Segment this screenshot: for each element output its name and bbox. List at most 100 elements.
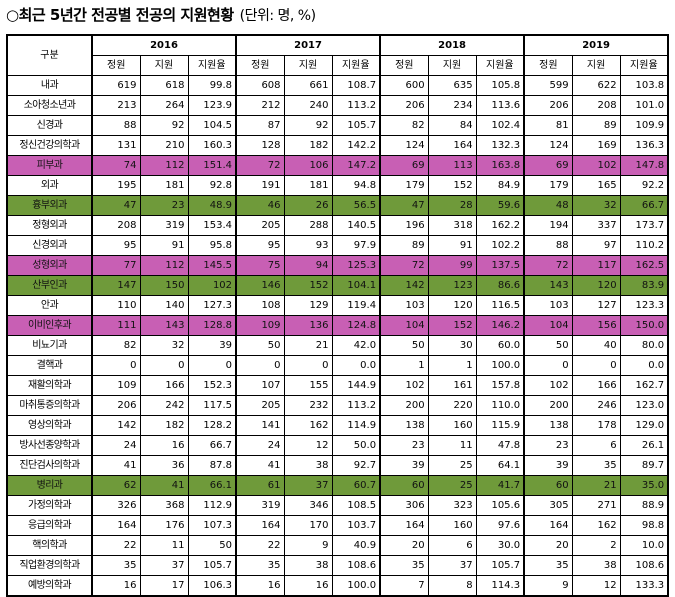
value-cell: 155 (283, 375, 333, 396)
value-cell: 97.9 (331, 235, 381, 256)
value-cell: 74 (91, 155, 141, 176)
value-cell: 102 (187, 275, 237, 296)
table-row: 진단검사의학과 41 36 87.8 41 38 92.7 39 25 64.1 39 35 89.7 (6, 455, 669, 476)
value-cell: 1 (427, 355, 477, 376)
value-cell: 288 (283, 215, 333, 236)
value-cell: 105.6 (475, 495, 525, 516)
value-cell: 337 (571, 215, 621, 236)
value-cell: 182 (139, 415, 189, 436)
value-cell: 0.0 (331, 355, 381, 376)
value-cell: 104.1 (331, 275, 381, 296)
department-name: 영상의학과 (6, 415, 93, 436)
value-cell: 23 (379, 435, 429, 456)
value-cell: 11 (139, 535, 189, 556)
value-cell: 48 (523, 195, 573, 216)
value-cell: 116.5 (475, 295, 525, 316)
value-cell: 103.8 (619, 75, 669, 96)
value-cell: 2 (571, 535, 621, 556)
value-cell: 108 (235, 295, 285, 316)
value-cell: 140.5 (331, 215, 381, 236)
value-cell: 234 (427, 95, 477, 116)
value-cell: 151.4 (187, 155, 237, 176)
value-cell: 110.0 (475, 395, 525, 416)
value-cell: 162 (571, 515, 621, 536)
value-cell: 7 (379, 575, 429, 597)
value-cell: 142 (379, 275, 429, 296)
table-row: 성형외과 77 112 145.5 75 94 125.3 72 99 137.5 72 117 162… (6, 255, 669, 276)
value-cell: 89 (379, 235, 429, 256)
value-cell: 661 (283, 75, 333, 96)
value-cell: 240 (283, 95, 333, 116)
value-cell: 103 (523, 295, 573, 316)
value-cell: 0 (187, 355, 237, 376)
value-cell: 61 (235, 475, 285, 496)
value-cell: 318 (427, 215, 477, 236)
value-cell: 41 (235, 455, 285, 476)
value-cell: 92.2 (619, 175, 669, 196)
value-cell: 106.3 (187, 575, 237, 597)
table-row: 정형외과 208 319 153.4 205 288 140.5 196 318 162.2 194… (6, 215, 669, 236)
department-name: 산부인과 (6, 275, 93, 296)
table-row: 피부과 74 112 151.4 72 106 147.2 69 113 163.8 69 102 14… (6, 155, 669, 176)
value-cell: 47.8 (475, 435, 525, 456)
value-cell: 123.3 (619, 295, 669, 316)
table-row: 신경과 88 92 104.5 87 92 105.7 82 84 102.4 81 89 109.9 (6, 115, 669, 136)
value-cell: 136 (283, 315, 333, 336)
value-cell: 124.8 (331, 315, 381, 336)
value-cell: 0 (139, 355, 189, 376)
value-cell: 104 (379, 315, 429, 336)
value-cell: 108.5 (331, 495, 381, 516)
value-cell: 138 (379, 415, 429, 436)
value-cell: 20 (523, 535, 573, 556)
unit-label: (단위: 명, %) (239, 8, 316, 24)
value-cell: 163.8 (475, 155, 525, 176)
year-header: 2019 (523, 34, 669, 56)
value-cell: 200 (379, 395, 429, 416)
value-cell: 144.9 (331, 375, 381, 396)
value-cell: 95 (235, 235, 285, 256)
value-cell: 25 (427, 455, 477, 476)
table-row: 내과 619 618 99.8 608 661 108.7 600 635 105.8 599 622… (6, 75, 669, 96)
value-cell: 128.2 (187, 415, 237, 436)
value-cell: 16 (235, 575, 285, 597)
value-cell: 326 (91, 495, 141, 516)
department-name: 진단검사의학과 (6, 455, 93, 476)
value-cell: 9 (523, 575, 573, 597)
value-cell: 40.9 (331, 535, 381, 556)
value-cell: 164 (523, 515, 573, 536)
value-cell: 306 (379, 495, 429, 516)
value-cell: 47 (91, 195, 141, 216)
value-cell: 12 (571, 575, 621, 597)
title-text: ○최근 5년간 전공별 전공의 지원현황 (6, 6, 234, 24)
value-cell: 0 (235, 355, 285, 376)
value-cell: 50 (523, 335, 573, 356)
value-cell: 30 (427, 335, 477, 356)
applicant-table: 구분 2016 2017 2018 2019 정원 지원 지원율 정원 지원 지원율 정원 지… (6, 34, 670, 597)
value-cell: 97.6 (475, 515, 525, 536)
value-cell: 20 (379, 535, 429, 556)
value-cell: 60.0 (475, 335, 525, 356)
department-name: 가정의학과 (6, 495, 93, 516)
value-cell: 93 (283, 235, 333, 256)
value-cell: 106 (283, 155, 333, 176)
value-cell: 101.0 (619, 95, 669, 116)
value-cell: 88 (523, 235, 573, 256)
value-cell: 165 (571, 175, 621, 196)
department-name: 신경과 (6, 115, 93, 136)
value-cell: 0 (571, 355, 621, 376)
value-cell: 32 (571, 195, 621, 216)
value-cell: 113.2 (331, 95, 381, 116)
value-cell: 86.6 (475, 275, 525, 296)
value-cell: 181 (283, 175, 333, 196)
table-row: 외과 195 181 92.8 191 181 94.8 179 152 84.9 179 165 92… (6, 175, 669, 196)
value-cell: 16 (139, 435, 189, 456)
value-cell: 178 (571, 415, 621, 436)
table-row: 영상의학과 142 182 128.2 141 162 114.9 138 160 115.9 13… (6, 415, 669, 436)
value-cell: 153.4 (187, 215, 237, 236)
value-cell: 16 (283, 575, 333, 597)
value-cell: 200 (523, 395, 573, 416)
department-name: 성형외과 (6, 255, 93, 276)
value-cell: 39 (379, 455, 429, 476)
value-cell: 38 (283, 455, 333, 476)
sub-header: 지원 (283, 55, 333, 76)
